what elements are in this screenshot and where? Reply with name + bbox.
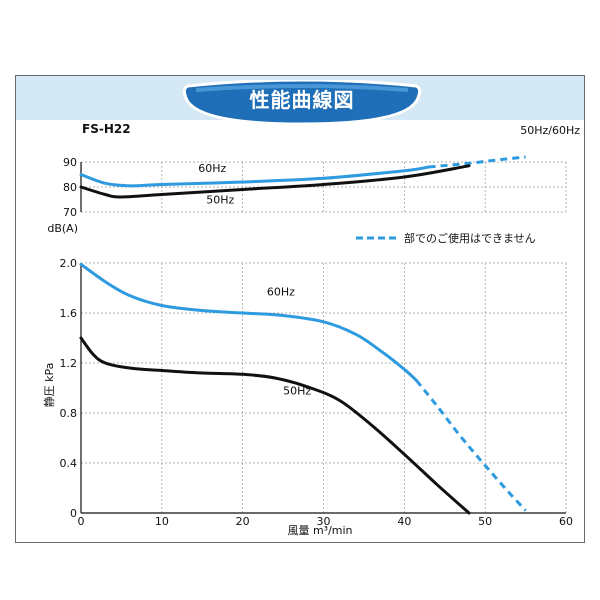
noise-tick-label: 80	[63, 181, 77, 194]
pressure-tick-label: 1.2	[60, 357, 78, 370]
pressure-tick-label: 0.8	[60, 407, 78, 420]
pressure-tick-label: 1.6	[60, 307, 78, 320]
chart-frame	[15, 75, 585, 543]
x-tick-label: 60	[559, 515, 573, 528]
grid	[81, 161, 567, 513]
title-banner	[182, 80, 422, 126]
x-tick-label: 50	[478, 515, 492, 528]
legend: 部でのご使用はできません	[356, 231, 536, 245]
pressure-annotation: 60Hz	[267, 286, 295, 299]
pressure-tick-label: 0.4	[60, 457, 78, 470]
noise-annotation: 60Hz	[198, 162, 226, 175]
pressure-60hz-dashed-line	[415, 379, 527, 512]
noise-60hz-dashed-line	[428, 155, 526, 169]
pressure-axis-label: 静圧 kPa	[42, 363, 56, 408]
x-tick-label: 30	[317, 515, 331, 528]
model-label: FS-H22	[82, 122, 131, 136]
annotations: 60Hz 50Hz 60Hz 50Hz	[198, 162, 311, 397]
series-lines	[79, 155, 527, 515]
pressure-tick-label: 0	[70, 507, 77, 520]
chart-title: 性能曲線図	[249, 88, 355, 112]
pressure-60hz-line	[79, 262, 418, 382]
x-tick-label: 10	[155, 515, 169, 528]
x-tick-label: 0	[78, 515, 85, 528]
noise-60hz-line	[79, 165, 431, 188]
noise-tick-label: 90	[63, 156, 77, 169]
noise-annotation: 50Hz	[206, 193, 234, 206]
noise-50hz-line	[79, 164, 471, 199]
x-axis-label: 風量 m³/min	[287, 524, 352, 537]
tick-labels: 0 10 20 30 40 50 60 70 80 90 0 0.4 0.8 1.2 1.6 2.0	[60, 156, 574, 528]
pressure-tick-label: 2.0	[60, 257, 78, 270]
legend-label: 部でのご使用はできません	[404, 231, 536, 245]
noise-tick-label: 70	[63, 206, 77, 219]
pressure-annotation: 50Hz	[283, 384, 311, 397]
x-tick-label: 20	[236, 515, 250, 528]
noise-axis-label: dB(A)	[47, 222, 78, 235]
x-tick-label: 40	[397, 515, 411, 528]
pressure-50hz-line	[79, 336, 471, 515]
frequency-label: 50Hz/60Hz	[520, 124, 580, 137]
